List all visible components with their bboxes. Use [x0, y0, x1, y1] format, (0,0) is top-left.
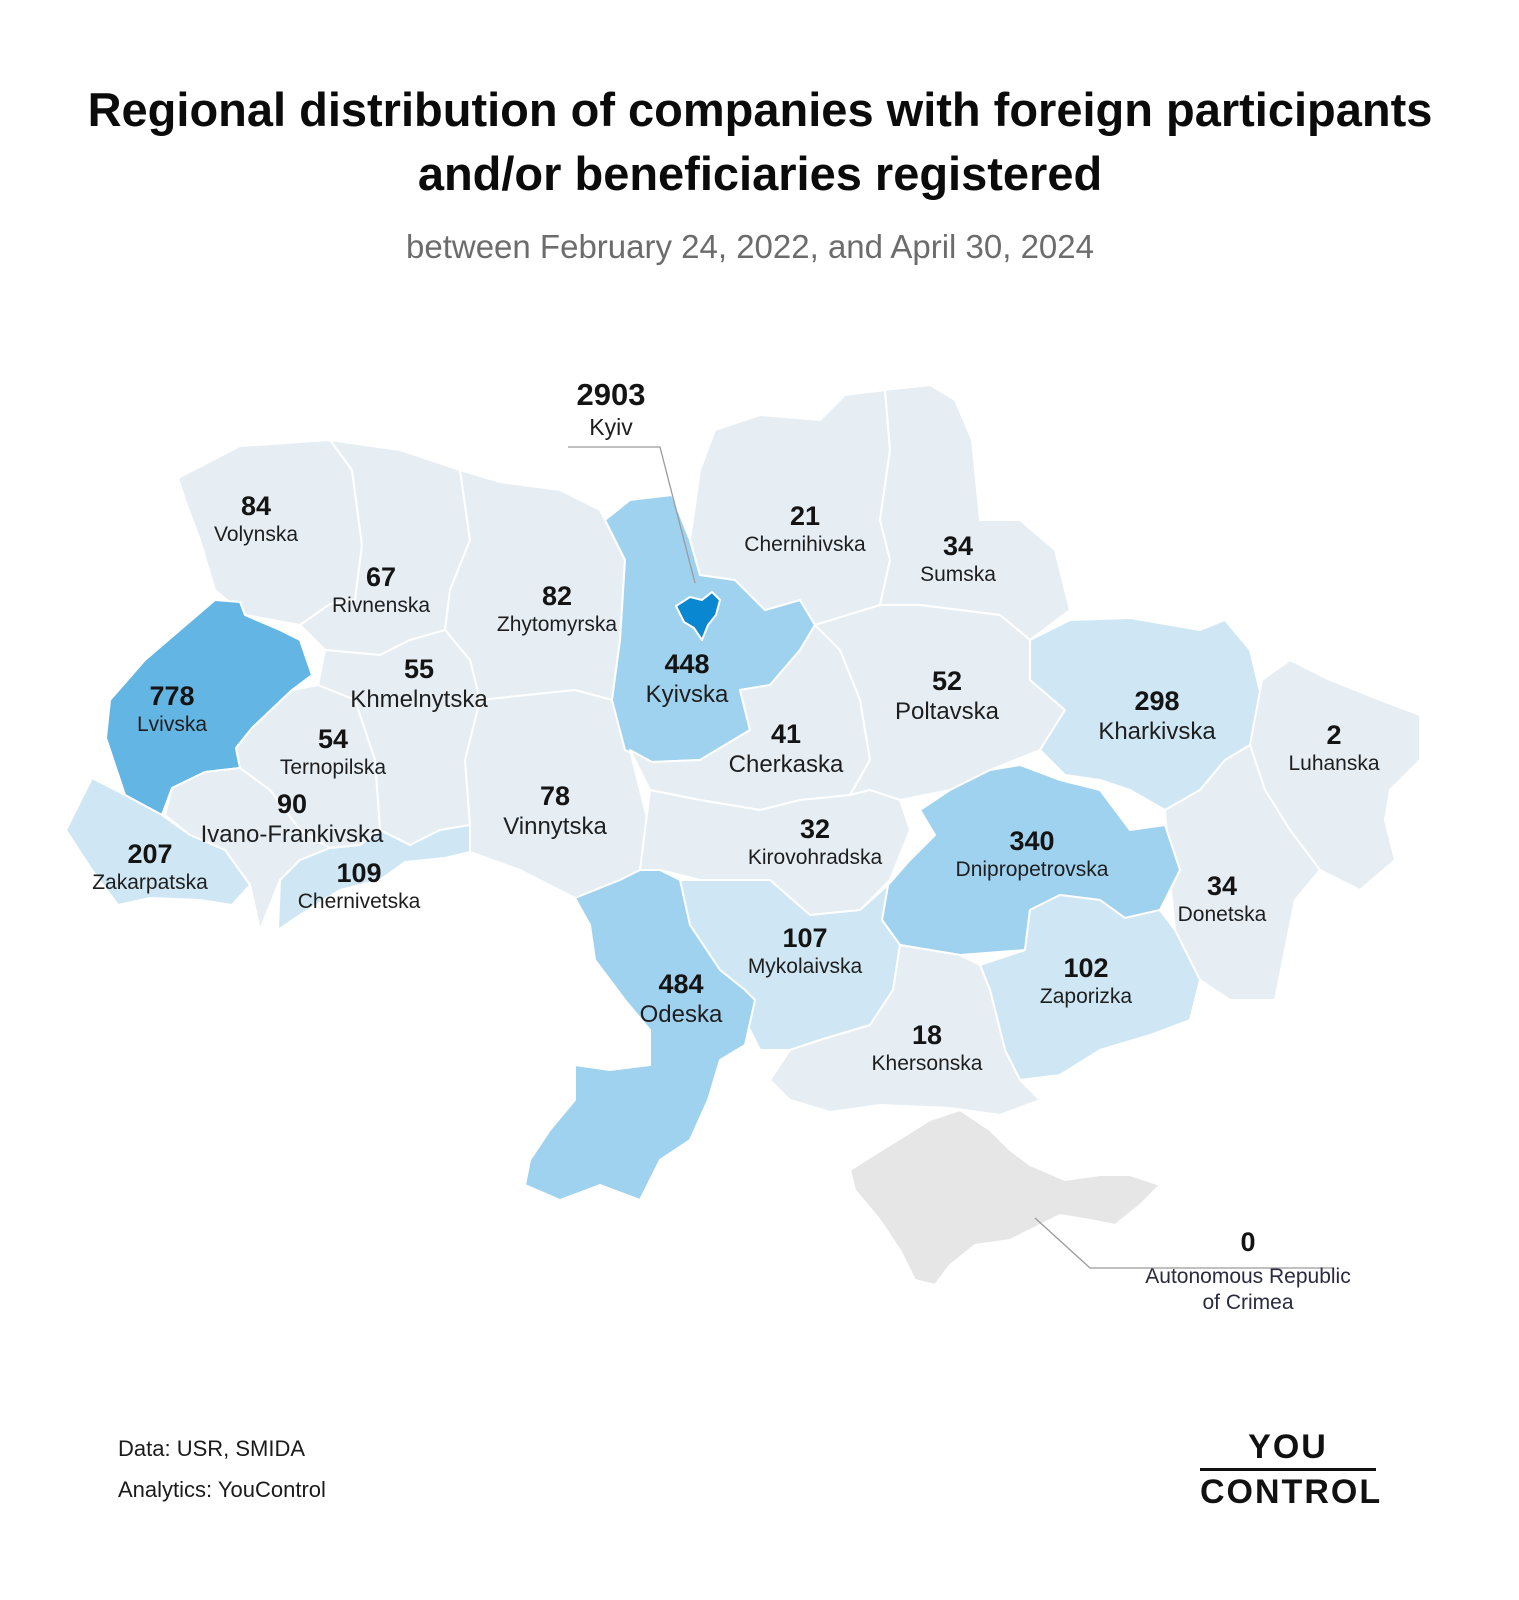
label-luhanska: 2 Luhanska [1288, 719, 1379, 777]
label-chernivetska: 109 Chernivetska [298, 857, 421, 915]
value-chernivetska: 109 [336, 858, 382, 888]
label-kyiv: 2903 Kyiv [577, 376, 646, 440]
label-odeska: 484 Odeska [640, 968, 723, 1030]
youcontrol-logo: YOU CONTROL [1200, 1428, 1383, 1511]
value-ivano-frankivska: 90 [276, 789, 308, 819]
value-cherkaska: 41 [770, 719, 802, 749]
name-khmelnytska: Khmelnytska [350, 686, 488, 713]
label-zakarpatska: 207 Zakarpatska [92, 838, 208, 896]
value-rivnenska: 67 [365, 562, 397, 592]
label-zhytomyrska: 82 Zhytomyrska [497, 580, 617, 638]
value-khmelnytska: 55 [403, 654, 435, 684]
name-kirovohradska: Kirovohradska [747, 846, 883, 869]
value-kharkivska: 298 [1134, 686, 1180, 716]
name-zaporizka: Zaporizka [1039, 985, 1133, 1008]
label-kyivska: 448 Kyivska [646, 648, 729, 710]
name-rivnenska: Rivnenska [331, 594, 431, 617]
region-chernivetska[interactable] [277, 824, 471, 931]
name-odeska: Odeska [639, 1001, 723, 1028]
label-kirovohradska: 32 Kirovohradska [748, 813, 882, 871]
name-chernivetska: Chernivetska [297, 890, 421, 913]
logo-divider [1200, 1468, 1376, 1471]
region-khersonska[interactable] [769, 944, 1041, 1116]
region-sumska[interactable] [879, 384, 1071, 641]
region-odeska[interactable] [524, 869, 756, 1201]
label-crimea: 0 Autonomous Republic of Crimea [1145, 1226, 1350, 1316]
value-poltavska: 52 [931, 666, 963, 696]
name-luhanska: Luhanska [1288, 752, 1380, 775]
name-sumska: Sumska [920, 563, 996, 586]
name-poltavska: Poltavska [894, 698, 1000, 725]
value-chernihivska: 21 [789, 501, 821, 531]
name-khersonska: Khersonska [871, 1052, 983, 1075]
label-cherkaska: 41 Cherkaska [729, 718, 844, 780]
value-kyiv: 2903 [576, 377, 646, 412]
name-chernihivska: Chernihivska [744, 533, 866, 556]
value-zaporizka: 102 [1063, 953, 1109, 983]
region-crimea[interactable] [849, 1109, 1161, 1286]
value-zakarpatska: 207 [127, 839, 173, 869]
name-mykolaivska: Mykolaivska [747, 955, 863, 978]
name-kharkivska: Kharkivska [1098, 718, 1216, 745]
crimea-leader-line [1034, 1217, 1334, 1269]
name-dnipropetrovska: Dnipropetrovska [955, 858, 1109, 881]
label-zaporizka: 102 Zaporizka [1040, 952, 1132, 1010]
label-ivano-frankivska: 90 Ivano-Frankivska [201, 788, 384, 850]
value-dnipropetrovska: 340 [1009, 826, 1055, 856]
value-crimea: 0 [1240, 1227, 1256, 1257]
name-zakarpatska: Zakarpatska [92, 871, 208, 894]
logo-line1: YOU [1248, 1428, 1328, 1466]
label-dnipropetrovska: 340 Dnipropetrovska [956, 825, 1109, 883]
label-khmelnytska: 55 Khmelnytska [350, 653, 487, 715]
value-zhytomyrska: 82 [541, 581, 573, 611]
label-sumska: 34 Sumska [920, 530, 996, 588]
value-odeska: 484 [658, 969, 704, 999]
label-donetska: 34 Donetska [1178, 870, 1267, 928]
label-poltavska: 52 Poltavska [895, 665, 999, 727]
name-zhytomyrska: Zhytomyrska [496, 613, 618, 636]
analytics-credit: Analytics: YouControl [118, 1477, 326, 1502]
value-volynska: 84 [240, 491, 272, 521]
kyiv-leader-line [568, 446, 696, 584]
label-khersonska: 18 Khersonska [872, 1019, 983, 1077]
value-khersonska: 18 [911, 1020, 943, 1050]
chart-title: Regional distribution of companies with … [87, 83, 1433, 200]
name-donetska: Donetska [1177, 903, 1267, 926]
data-source: Data: USR, SMIDA [118, 1436, 306, 1461]
name-kyivska: Kyivska [645, 681, 729, 708]
label-vinnytska: 78 Vinnytska [503, 780, 607, 842]
region-kirovohradska[interactable] [639, 789, 911, 916]
value-luhanska: 2 [1326, 720, 1342, 750]
region-kyiv[interactable] [675, 591, 721, 641]
name-kyiv: Kyiv [589, 414, 633, 440]
label-volynska: 84 Volynska [214, 490, 298, 548]
label-mykolaivska: 107 Mykolaivska [748, 922, 862, 980]
logo-line2: CONTROL [1200, 1473, 1383, 1511]
label-rivnenska: 67 Rivnenska [332, 561, 430, 619]
label-chernihivska: 21 Chernihivska [744, 500, 865, 558]
value-mykolaivska: 107 [782, 923, 828, 953]
name-lvivska: Lvivska [136, 713, 208, 736]
name-volynska: Volynska [213, 523, 299, 546]
name-ternopilska: Ternopilska [279, 756, 387, 779]
label-kharkivska: 298 Kharkivska [1098, 685, 1215, 747]
value-donetska: 34 [1206, 871, 1238, 901]
name-crimea-line1: Autonomous Republic [1145, 1265, 1351, 1288]
name-crimea-line2: of Crimea [1202, 1291, 1294, 1314]
region-zakarpatska[interactable] [65, 777, 251, 906]
label-lvivska: 778 Lvivska [137, 680, 207, 738]
value-ternopilska: 54 [317, 724, 349, 754]
label-ternopilska: 54 Ternopilska [280, 723, 386, 781]
value-kirovohradska: 32 [799, 814, 831, 844]
chart-subtitle: between February 24, 2022, and April 30,… [406, 228, 1094, 265]
name-vinnytska: Vinnytska [503, 813, 607, 840]
name-cherkaska: Cherkaska [728, 751, 844, 778]
value-kyivska: 448 [664, 649, 710, 679]
name-ivano-frankivska: Ivano-Frankivska [200, 821, 384, 848]
value-vinnytska: 78 [539, 781, 571, 811]
value-lvivska: 778 [149, 681, 195, 711]
value-sumska: 34 [942, 531, 974, 561]
